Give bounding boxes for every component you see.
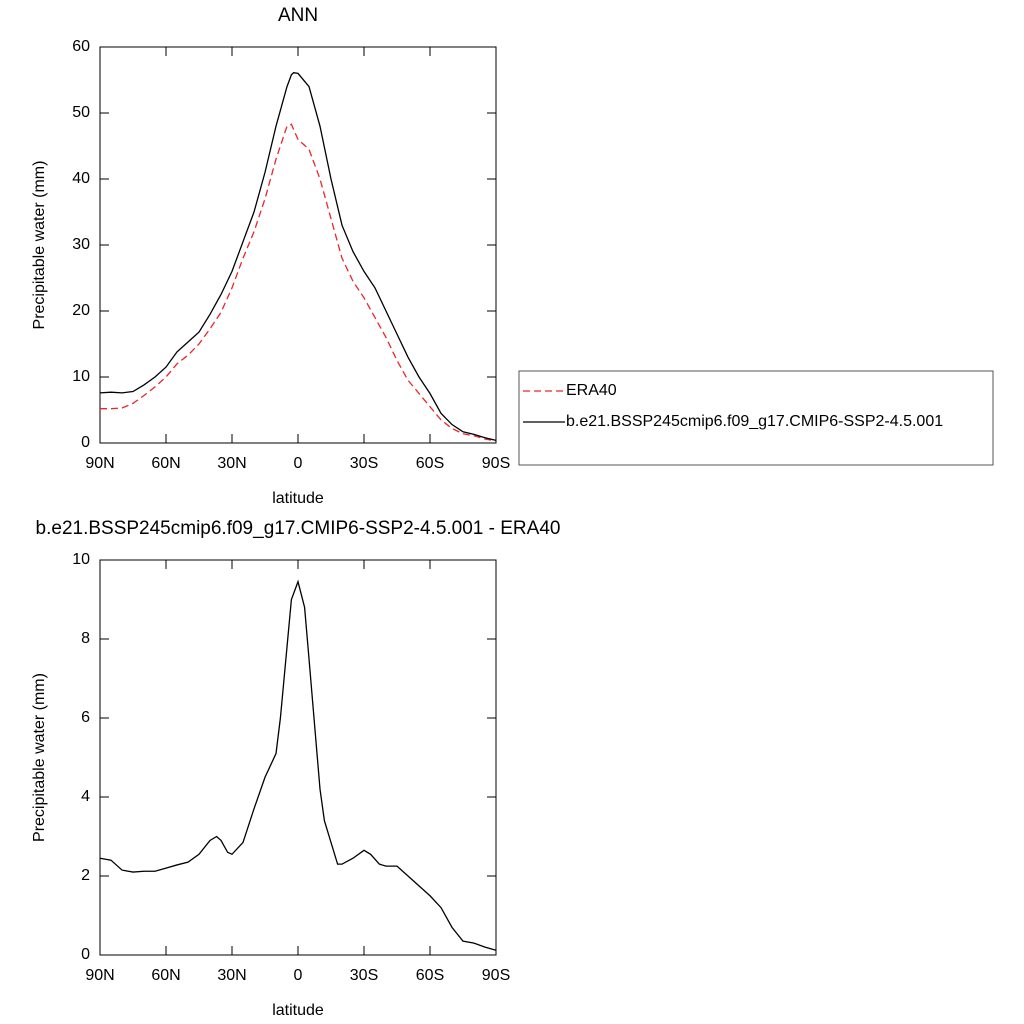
x-tick-label: 60N — [151, 455, 180, 472]
x-axis-label: latitude — [272, 490, 324, 507]
y-tick-label: 4 — [81, 788, 90, 805]
y-tick-label: 2 — [81, 867, 90, 884]
x-tick-label: 90N — [85, 967, 114, 984]
chart-title: ANN — [278, 5, 318, 26]
x-tick-label: 30N — [217, 967, 246, 984]
y-tick-label: 10 — [72, 368, 90, 385]
data-line — [99, 72, 497, 441]
y-tick-label: 40 — [72, 170, 90, 187]
x-tick-label: 30S — [350, 967, 378, 984]
y-tick-label: 50 — [72, 104, 90, 121]
y-tick-label: 0 — [81, 946, 90, 963]
x-tick-label: 0 — [294, 967, 303, 984]
x-tick-label: 0 — [294, 455, 303, 472]
y-tick-label: 10 — [72, 551, 90, 568]
legend-label: b.e21.BSSP245cmip6.f09_g17.CMIP6-SSP2-4.… — [566, 413, 943, 430]
y-tick-label: 0 — [81, 434, 90, 451]
y-axis-label: Precipitable water (mm) — [31, 673, 48, 842]
legend-box — [518, 370, 994, 466]
y-tick-label: 60 — [72, 38, 90, 55]
chart-title: b.e21.BSSP245cmip6.f09_g17.CMIP6-SSP2-4.… — [36, 518, 561, 539]
x-tick-label: 90N — [85, 455, 114, 472]
x-tick-label: 90S — [482, 967, 510, 984]
y-tick-label: 6 — [81, 709, 90, 726]
x-axis-label: latitude — [272, 1002, 324, 1019]
plot-frame — [99, 559, 497, 956]
x-tick-label: 60S — [416, 967, 444, 984]
x-tick-label: 60N — [151, 967, 180, 984]
x-tick-label: 30N — [217, 455, 246, 472]
x-tick-label: 90S — [482, 455, 510, 472]
data-line — [100, 123, 497, 442]
data-line — [99, 579, 497, 951]
y-tick-label: 8 — [81, 630, 90, 647]
y-tick-label: 20 — [72, 302, 90, 319]
legend-label: ERA40 — [566, 382, 617, 399]
x-tick-label: 60S — [416, 455, 444, 472]
x-tick-label: 30S — [350, 455, 378, 472]
y-tick-label: 30 — [72, 236, 90, 253]
y-axis-label: Precipitable water (mm) — [31, 161, 48, 330]
